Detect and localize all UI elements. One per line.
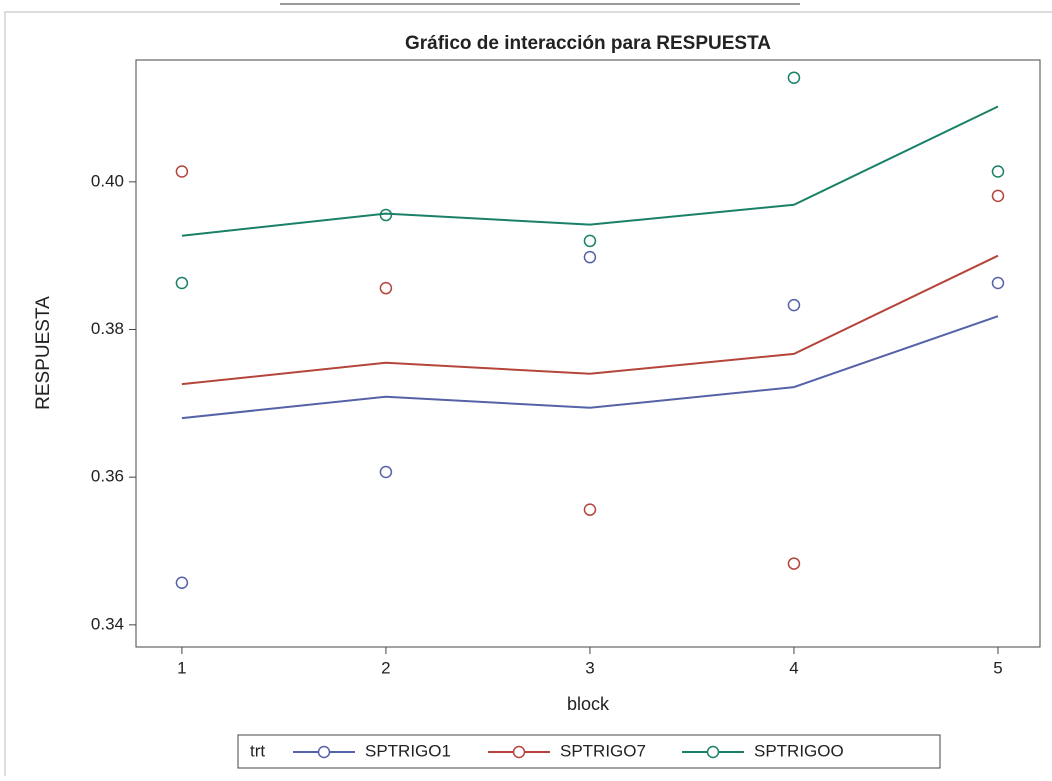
legend-box (237, 734, 941, 769)
observed-point (379, 281, 393, 295)
observed-point (583, 250, 597, 264)
observed-point (583, 503, 597, 516)
x-tick-label: 5 (993, 658, 1002, 677)
observed-point (787, 557, 801, 570)
x-tick-label: 4 (789, 658, 798, 677)
observed-point (787, 71, 801, 84)
x-tick-label: 1 (177, 658, 186, 677)
series-line (181, 315, 999, 420)
legend-label: SPTRIGOO (754, 741, 844, 760)
y-tick-label: 0.36 (91, 467, 124, 486)
observed-point (787, 298, 801, 312)
observed-point (583, 234, 597, 248)
observed-point (379, 208, 393, 222)
legend-label: SPTRIGO1 (365, 741, 451, 760)
y-tick-label: 0.38 (91, 319, 124, 338)
observed-point (991, 276, 1005, 290)
chart-title: Gráfico de interacción para RESPUESTA (405, 33, 771, 54)
legend-marker (512, 745, 526, 759)
series-line (181, 254, 999, 386)
x-tick-label: 3 (585, 658, 594, 677)
outer-frame (4, 11, 1052, 781)
y-axis-label: RESPUESTA (33, 296, 54, 410)
y-tick-label: 0.40 (91, 171, 124, 190)
observed-point (991, 165, 1005, 178)
observed-point (379, 465, 393, 479)
legend-label: SPTRIGO7 (560, 741, 646, 760)
legend-marker (317, 745, 331, 759)
legend-marker (706, 745, 720, 759)
x-axis-label: block (567, 694, 610, 714)
observed-point (175, 576, 189, 590)
observed-point (175, 165, 189, 178)
series-line (181, 105, 999, 237)
plot-frame (135, 59, 1041, 648)
x-tick-label: 2 (381, 658, 390, 677)
observed-point (991, 189, 1005, 203)
y-tick-label: 0.34 (91, 614, 124, 633)
legend-title: trt (250, 741, 265, 760)
observed-point (175, 276, 189, 290)
